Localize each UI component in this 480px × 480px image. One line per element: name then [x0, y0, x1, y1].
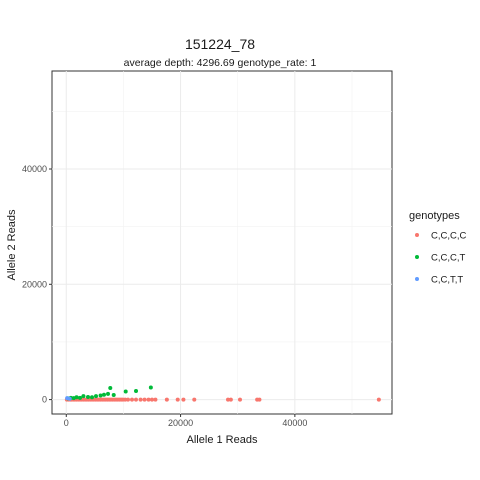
data-point — [111, 392, 116, 397]
x-tick-label: 40000 — [282, 418, 307, 428]
data-point — [228, 397, 233, 402]
plot-panel — [51, 70, 393, 415]
data-point — [81, 394, 86, 399]
data-point — [67, 396, 72, 401]
data-point — [142, 397, 147, 402]
x-axis-label: Allele 1 Reads — [187, 434, 258, 446]
legend-key — [415, 255, 419, 259]
data-point — [123, 397, 128, 402]
chart-subtitle: average depth: 4296.69 genotype_rate: 1 — [124, 57, 317, 69]
data-point — [102, 392, 106, 397]
legend-label: C,C,T,T — [431, 275, 463, 286]
legend-label: C,C,C,T — [431, 253, 466, 264]
chart-title: 151224_78 — [185, 36, 255, 52]
legend-key — [415, 233, 419, 237]
y-tick-label: 0 — [42, 395, 47, 405]
data-point — [86, 394, 90, 399]
data-point — [148, 385, 153, 390]
data-point — [108, 386, 113, 391]
legend: genotypes C,C,C,C C,C,C,T C,C,T,T — [409, 210, 467, 286]
data-point — [134, 388, 138, 393]
data-point — [74, 395, 79, 400]
y-axis-ticks: 0 20000 40000 — [22, 164, 52, 405]
x-tick-label: 0 — [64, 418, 69, 428]
legend-title: genotypes — [409, 210, 460, 222]
legend-label: C,C,C,C — [431, 231, 467, 242]
data-point — [90, 395, 94, 400]
data-point — [226, 397, 230, 402]
y-axis-label: Allele 2 Reads — [6, 209, 18, 280]
data-point — [106, 391, 110, 396]
data-point — [126, 397, 130, 402]
data-point — [192, 397, 197, 402]
data-point — [138, 397, 143, 402]
data-point — [123, 389, 128, 394]
data-point — [134, 397, 138, 402]
data-point — [153, 397, 158, 402]
data-point — [181, 397, 186, 402]
data-point — [238, 397, 242, 402]
x-tick-label: 20000 — [168, 418, 193, 428]
y-tick-label: 20000 — [22, 279, 47, 289]
data-point — [94, 394, 98, 399]
data-point — [376, 397, 381, 402]
plot-area — [51, 70, 393, 415]
legend-key — [415, 277, 419, 281]
data-points — [64, 385, 381, 402]
y-tick-label: 40000 — [22, 164, 47, 174]
grid-lines — [52, 71, 392, 414]
x-axis-ticks: 0 20000 40000 — [64, 414, 307, 428]
data-point — [146, 397, 151, 402]
data-point — [130, 397, 134, 402]
data-point — [257, 397, 262, 402]
data-point — [98, 393, 103, 398]
data-point — [164, 397, 169, 402]
data-point — [175, 397, 180, 402]
data-point — [150, 397, 154, 402]
data-point — [78, 395, 82, 400]
